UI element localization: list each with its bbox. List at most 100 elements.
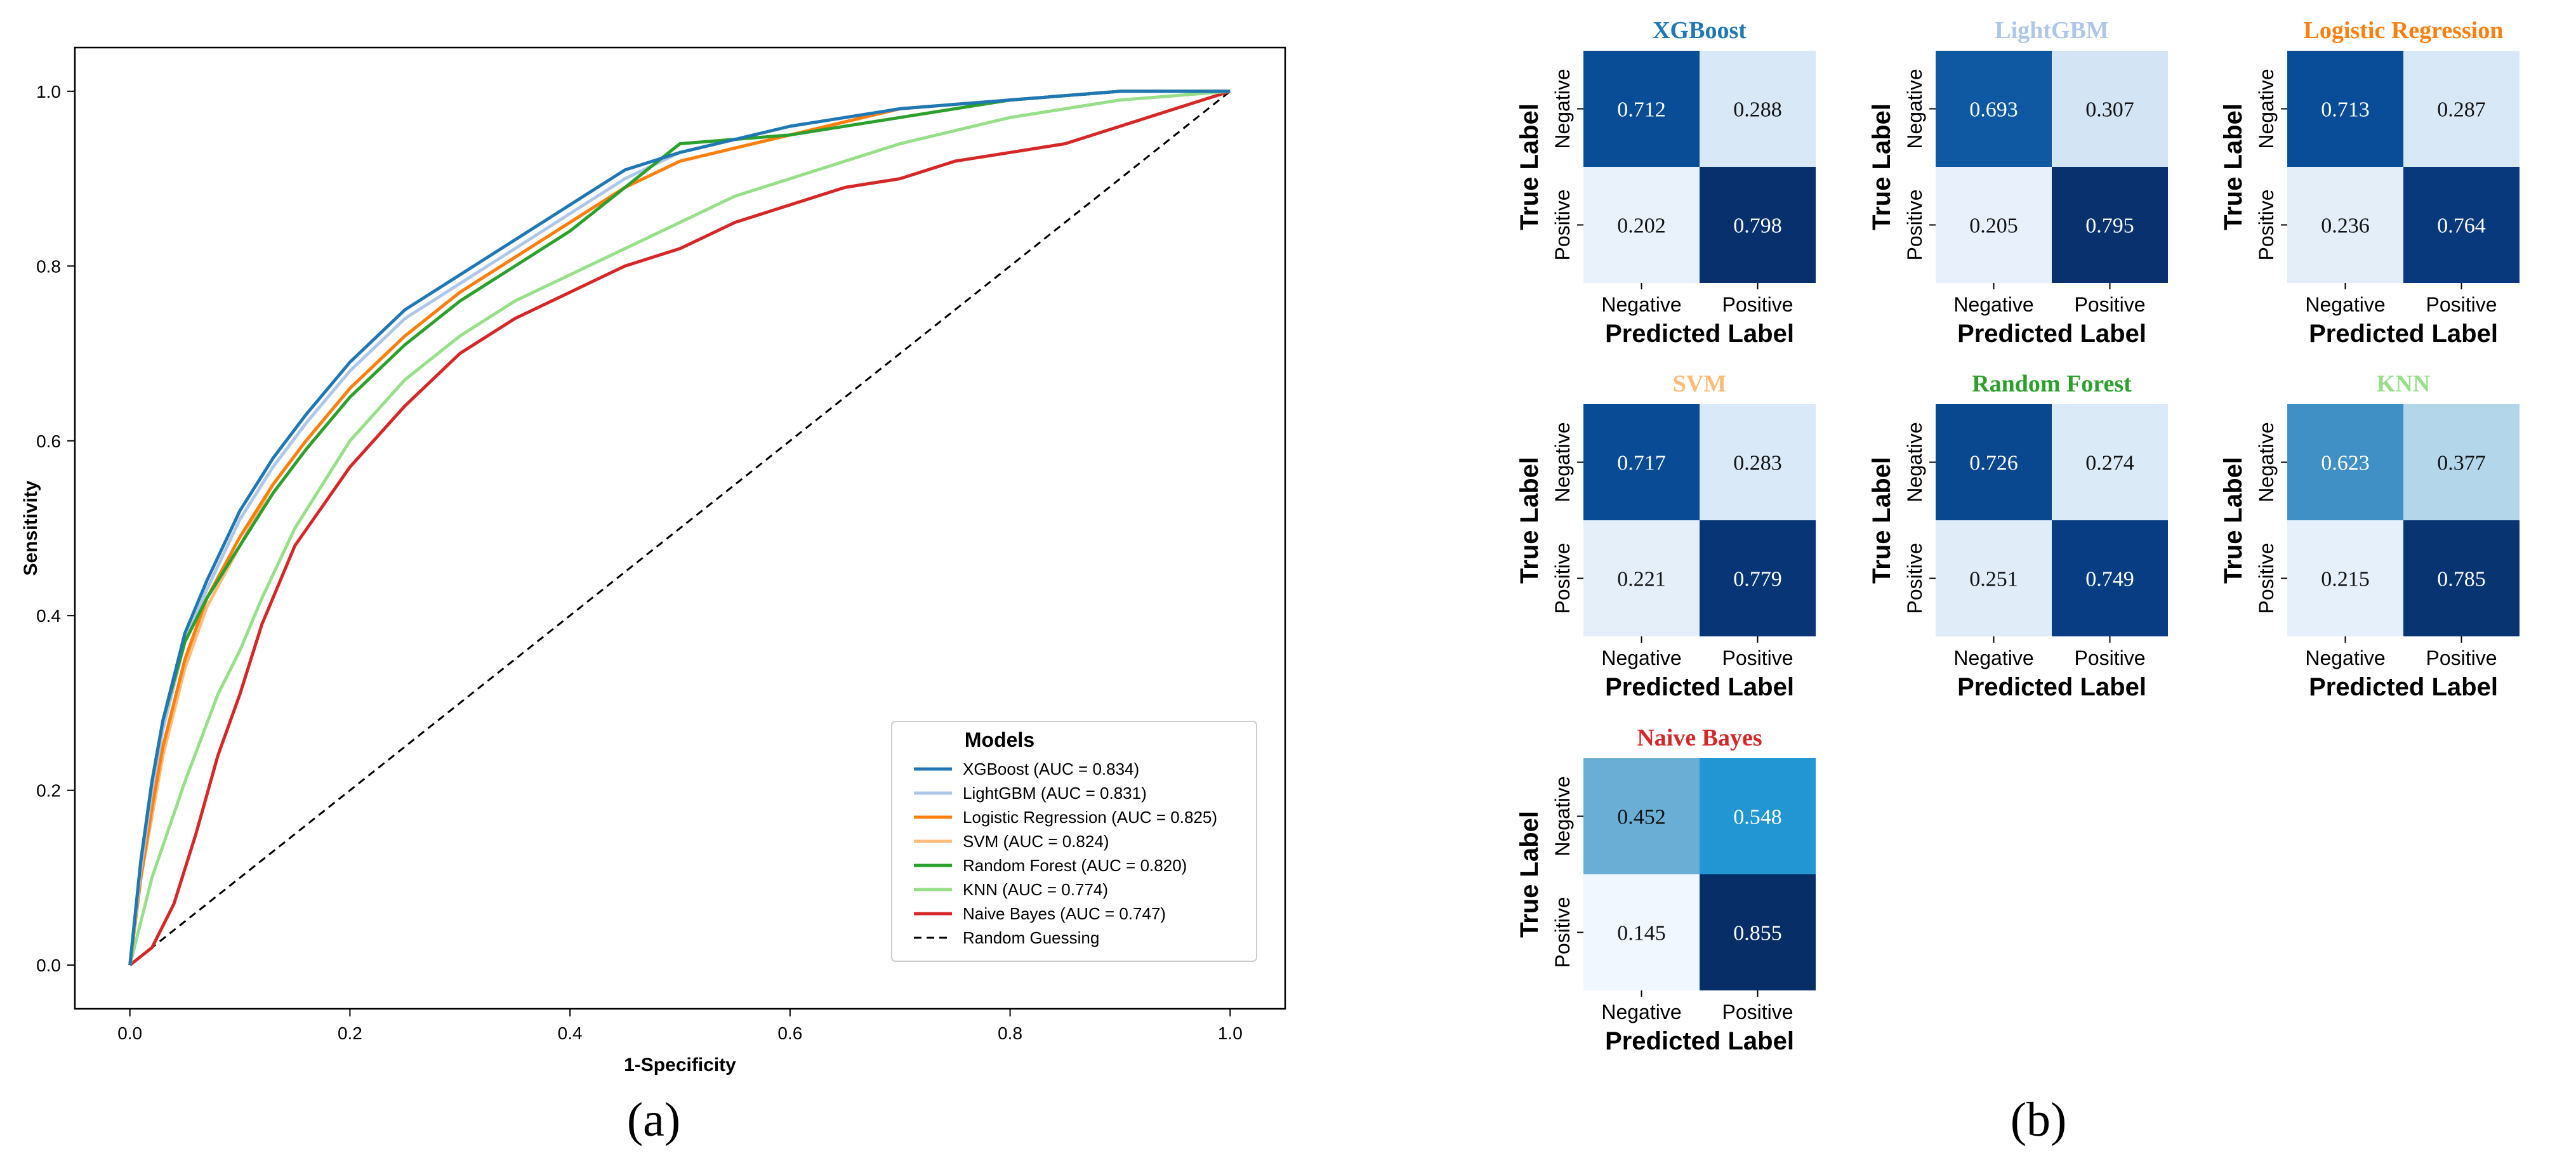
legend-box [891, 721, 1257, 962]
matrix-cell-value: 0.205 [1969, 214, 2018, 238]
roc-series-line-knn [128, 89, 1231, 966]
row-tick-label: Negative [1551, 422, 1574, 502]
matrix-x-axis-label: Predicted Label [1605, 320, 1794, 348]
row-tick-label: Positive [1551, 542, 1574, 614]
matrix-cell-value: 0.283 [1733, 452, 1782, 475]
col-tick-label: Negative [1601, 293, 1681, 316]
col-tick-label: Positive [1722, 647, 1793, 669]
matrix-title: Random Forest [1972, 371, 2132, 397]
roc-chart-panel: 0.0 0.2 0.4 0.6 0.8 1.0 0.0 0.2 0.4 0.6 0.8 1.0 1-Sp… [20, 46, 1286, 1075]
confusion-matrix-svm: SVM 0.717 0.283 0.221 0.779 Negative Positive N… [1516, 371, 1816, 701]
col-tick-label: Positive [2426, 293, 2497, 316]
row-tick-label: Positive [2255, 189, 2278, 260]
matrix-cell-value: 0.307 [2085, 98, 2134, 122]
matrix-cell-value: 0.251 [1969, 568, 2018, 591]
matrix-cell [1583, 520, 1700, 636]
matrix-cell-value: 0.693 [1969, 98, 2018, 122]
matrix-y-axis-label: True Label [1516, 457, 1543, 584]
confusion-matrix-random-forest: Random Forest 0.726 0.274 0.251 0.749 Negativ… [1868, 371, 2168, 701]
y-tick-label: 1.0 [36, 82, 61, 102]
row-tick-label: Positive [1551, 189, 1574, 260]
matrix-cell-value: 0.713 [2321, 98, 2370, 122]
roc-series-line-xgboost [128, 89, 1231, 966]
y-tick-label: 0.0 [36, 956, 61, 975]
matrix-cell-value: 0.215 [2321, 568, 2370, 591]
matrix-cell [1700, 520, 1816, 636]
matrix-title: Logistic Regression [2304, 17, 2504, 44]
y-tick-label: 0.4 [36, 606, 61, 626]
matrix-cell-value: 0.764 [2437, 214, 2486, 238]
confusion-matrix-xgboost: XGBoost 0.712 0.288 0.202 0.798 Negative Posit… [1516, 17, 1816, 348]
col-tick-label: Positive [1722, 293, 1793, 316]
x-axis-label: 1-Specificity [624, 1055, 736, 1075]
row-tick-label: Negative [1551, 776, 1574, 856]
matrix-y-axis-label: True Label [2219, 103, 2247, 230]
matrix-cell [2287, 520, 2403, 636]
confusion-matrix-naive-bayes: Naive Bayes 0.452 0.548 0.145 0.855 Negative P… [1516, 725, 1816, 1055]
legend-entry: LightGBM (AUC = 0.831) [963, 784, 1147, 803]
matrix-cell [1583, 167, 1700, 283]
row-tick-label: Negative [1551, 69, 1574, 148]
matrix-cell [1936, 167, 2052, 283]
matrix-cell [2287, 404, 2403, 520]
matrix-cell [2287, 167, 2403, 283]
row-tick-label: Positive [1551, 897, 1574, 968]
matrix-y-axis-label: True Label [1516, 811, 1543, 938]
confusion-matrix-knn: KNN 0.623 0.377 0.215 0.785 Negative Positive N… [2219, 371, 2520, 701]
confusion-matrix-logistic-regression: Logistic Regression 0.713 0.287 0.236 0.764 N… [2219, 17, 2520, 348]
matrix-cell [1583, 404, 1700, 520]
x-tick-label: 0.8 [998, 1023, 1022, 1043]
panel-label-a: (a) [627, 1093, 680, 1147]
col-tick-label: Negative [2305, 293, 2385, 316]
y-tick-label: 0.6 [36, 431, 61, 451]
matrix-cell [1700, 167, 1816, 283]
matrix-cell [2403, 520, 2520, 636]
matrix-cell-value: 0.377 [2437, 452, 2486, 475]
matrix-cell-value: 0.726 [1969, 452, 2018, 475]
col-tick-label: Negative [1601, 647, 1681, 669]
row-tick-label: Positive [1903, 189, 1926, 260]
legend-entry: Logistic Regression (AUC = 0.825) [963, 808, 1217, 827]
matrix-title: XGBoost [1653, 17, 1747, 44]
matrix-cell-value: 0.798 [1733, 214, 1782, 238]
matrix-title: Naive Bayes [1637, 725, 1762, 751]
legend-entry: Random Guessing [963, 928, 1099, 947]
matrix-cell-value: 0.717 [1617, 452, 1666, 475]
row-tick-label: Negative [1903, 69, 1926, 148]
x-tick-label: 0.6 [777, 1023, 802, 1043]
row-tick-label: Negative [1903, 422, 1926, 502]
matrix-cell [2052, 404, 2168, 520]
matrix-y-axis-label: True Label [1868, 103, 1896, 230]
matrix-x-axis-label: Predicted Label [1605, 673, 1794, 701]
legend-title: Models [965, 728, 1034, 751]
matrix-cell-value: 0.623 [2321, 452, 2370, 475]
legend-entry: SVM (AUC = 0.824) [963, 832, 1109, 851]
matrix-x-axis-label: Predicted Label [2309, 320, 2498, 348]
matrix-cell [1700, 51, 1816, 167]
confusion-matrix-lightgbm: LightGBM 0.693 0.307 0.205 0.795 Negative Posi… [1868, 17, 2168, 348]
col-tick-label: Positive [1722, 1001, 1793, 1023]
matrix-cell-value: 0.548 [1733, 806, 1782, 829]
matrix-cell-value: 0.145 [1617, 922, 1666, 945]
matrix-title: LightGBM [1995, 17, 2108, 44]
matrix-cell-value: 0.779 [1733, 568, 1782, 591]
row-tick-label: Negative [2255, 422, 2278, 502]
row-tick-label: Negative [2255, 69, 2278, 148]
matrix-cell-value: 0.274 [2085, 452, 2134, 475]
matrix-cell [1583, 51, 1700, 167]
col-tick-label: Negative [2305, 647, 2385, 669]
roc-series-line-logistic-regression [128, 89, 1231, 966]
matrix-cell-value: 0.288 [1733, 98, 1782, 122]
matrix-cell [2403, 404, 2520, 520]
x-tick-label: 0.4 [558, 1023, 583, 1043]
matrix-cell-value: 0.712 [1617, 98, 1666, 122]
matrix-cell [1583, 758, 1700, 874]
matrix-cell [2052, 167, 2168, 283]
matrix-cell [2052, 51, 2168, 167]
matrix-cell-value: 0.202 [1617, 214, 1666, 238]
matrix-cell [1936, 404, 2052, 520]
matrix-y-axis-label: True Label [2219, 457, 2247, 584]
row-tick-label: Positive [1903, 542, 1926, 614]
roc-series-line-naive-bayes [129, 89, 1231, 967]
matrix-cell-value: 0.452 [1617, 806, 1666, 829]
